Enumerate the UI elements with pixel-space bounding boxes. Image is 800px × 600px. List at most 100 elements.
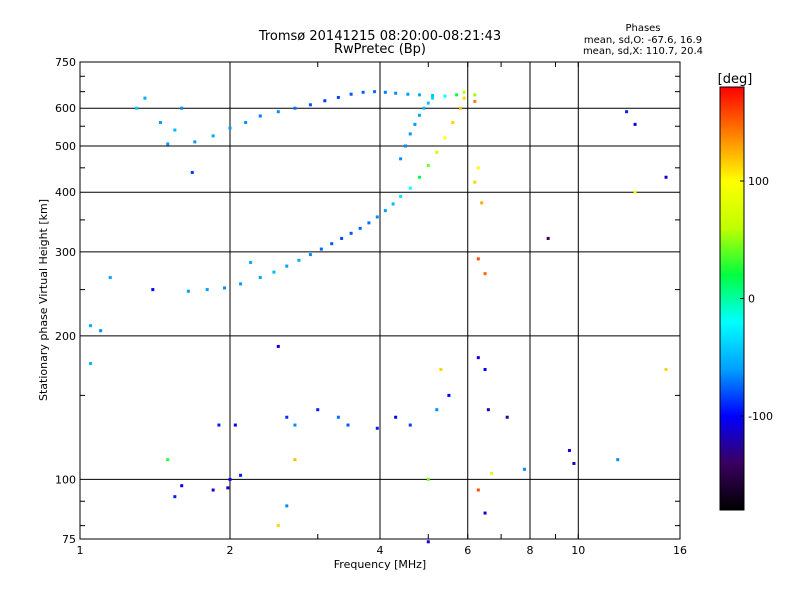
echo-point: [158, 121, 162, 125]
echo-point: [417, 93, 421, 97]
phase-box-title: Phases: [625, 23, 660, 34]
echo-point: [186, 289, 190, 293]
echo-point: [403, 144, 407, 148]
echo-point: [373, 90, 377, 94]
echo-point: [349, 92, 353, 96]
echo-point: [426, 164, 430, 168]
x-tick-label: 6: [464, 544, 471, 557]
chart-subtitle: RwPretec (Bp): [334, 42, 426, 57]
echo-point: [233, 423, 237, 427]
echo-point: [439, 367, 443, 371]
echo-point: [408, 423, 412, 427]
echo-point: [435, 408, 439, 412]
echo-point: [476, 488, 480, 492]
y-tick-label: 500: [55, 140, 76, 153]
echo-point: [89, 324, 93, 328]
echo-point: [190, 170, 194, 174]
echo-point: [383, 209, 387, 213]
echo-point: [258, 276, 262, 280]
echo-point: [361, 90, 365, 94]
echo-point: [490, 471, 494, 475]
echo-point: [546, 236, 550, 240]
echo-point: [476, 166, 480, 170]
echo-point: [473, 180, 477, 184]
phase-box-line-o: mean, sd,O: -67.6, 16.9: [584, 35, 702, 46]
echo-point: [483, 367, 487, 371]
echo-point: [399, 157, 403, 161]
echo-point: [616, 458, 620, 462]
echo-point: [316, 408, 320, 412]
y-axis-ticks: 75 100 200 300 400 500 600 750: [55, 56, 680, 546]
echo-point: [443, 136, 447, 140]
echo-point: [458, 106, 462, 110]
echo-point: [135, 106, 139, 110]
echo-point: [383, 90, 387, 94]
echo-point: [567, 448, 571, 452]
echo-point: [462, 90, 466, 94]
echo-point: [664, 367, 668, 371]
echo-point: [308, 103, 312, 107]
echo-point: [276, 524, 280, 528]
x-axis-label: Frequency [MHz]: [334, 558, 426, 571]
echo-point: [426, 101, 430, 105]
echo-point: [633, 122, 637, 126]
echo-point: [276, 344, 280, 348]
phase-box-line-x: mean, sd,X: 110.7, 20.4: [583, 46, 703, 57]
echo-point: [336, 95, 340, 99]
echo-point: [151, 288, 155, 292]
x-tick-label: 10: [571, 544, 585, 557]
echo-point: [249, 260, 253, 264]
echo-point: [228, 477, 232, 481]
echo-point: [297, 258, 301, 262]
y-axis-label: Stationary phase Virtual Height [km]: [37, 199, 50, 401]
echo-point: [319, 247, 323, 251]
x-tick-label: 4: [377, 544, 384, 557]
echo-point: [394, 415, 398, 419]
echo-point: [330, 242, 334, 246]
x-tick-label: 2: [227, 544, 234, 557]
echo-point: [375, 215, 379, 219]
echo-point: [239, 282, 243, 286]
y-tick-label: 400: [55, 186, 76, 199]
echo-point: [293, 106, 297, 110]
echo-point: [244, 121, 248, 125]
echo-point: [408, 186, 412, 190]
echo-point: [455, 93, 459, 97]
echo-point: [426, 540, 430, 544]
echo-point: [180, 106, 184, 110]
echo-point: [285, 415, 289, 419]
chart-title: Tromsø 20141215 08:20:00-08:21:43: [258, 29, 501, 44]
echo-point: [462, 96, 466, 100]
echo-point: [340, 236, 344, 240]
echo-point: [476, 356, 480, 360]
echo-point: [431, 96, 435, 100]
echo-point: [435, 150, 439, 154]
colorbar-tick-label: 100: [748, 175, 769, 188]
x-axis-ticks: 1 2 4 6 8 10 16: [77, 62, 687, 557]
echo-point: [173, 495, 177, 499]
colorbar-ticks: 100 0 -100: [740, 175, 773, 423]
echo-point: [367, 221, 371, 225]
echo-point: [443, 94, 447, 98]
y-tick-label: 750: [55, 56, 76, 69]
echo-point: [211, 134, 215, 138]
echo-point: [476, 257, 480, 261]
echo-point: [417, 113, 421, 117]
echo-point: [447, 393, 451, 397]
echo-point: [625, 110, 629, 114]
echo-point: [413, 122, 417, 126]
echo-point: [99, 329, 103, 333]
grid-lines: [80, 62, 680, 539]
echo-point: [336, 415, 340, 419]
echo-point: [223, 286, 227, 290]
echo-point: [473, 99, 477, 103]
y-tick-label: 100: [55, 473, 76, 486]
x-tick-label: 1: [77, 544, 84, 557]
echo-point: [408, 132, 412, 136]
echo-point: [108, 276, 112, 280]
x-tick-label: 16: [673, 544, 687, 557]
echo-point: [505, 415, 509, 419]
echo-point: [431, 94, 435, 98]
colorbar-tick-label: 0: [748, 293, 755, 306]
y-tick-label: 300: [55, 246, 76, 259]
